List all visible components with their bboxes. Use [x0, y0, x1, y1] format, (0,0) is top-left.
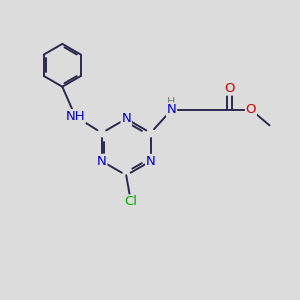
Text: N: N [97, 154, 106, 168]
Text: N: N [121, 112, 131, 125]
Text: N: N [146, 154, 156, 168]
Text: O: O [224, 82, 235, 95]
Text: O: O [246, 103, 256, 116]
Text: N: N [167, 103, 176, 116]
Text: NH: NH [65, 110, 85, 123]
Text: Cl: Cl [124, 195, 137, 208]
Text: H: H [167, 97, 176, 107]
